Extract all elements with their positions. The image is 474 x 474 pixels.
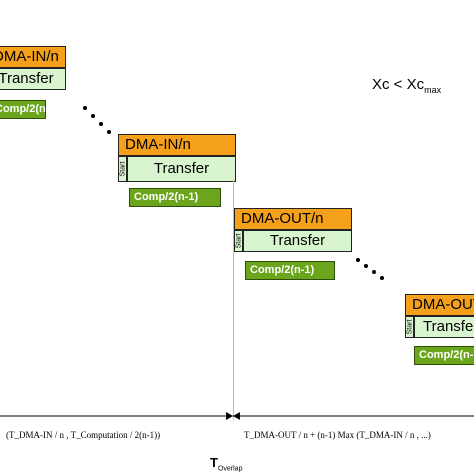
dma-out-box-3: DMA-OUT/n bbox=[234, 208, 352, 230]
connector-dot bbox=[356, 258, 360, 262]
connector-dot bbox=[364, 264, 368, 268]
dma-out-box-4: DMA-OUT/n bbox=[405, 294, 474, 316]
transfer-box-4: Transfer bbox=[414, 316, 474, 338]
condition-label: Xc < Xcmax bbox=[372, 76, 442, 95]
transfer-box-1: Transfer bbox=[0, 68, 66, 90]
start-box-3: Start bbox=[234, 230, 243, 252]
formula-right: T_DMA-OUT / n + (n-1) Max (T_DMA-IN / n … bbox=[244, 430, 431, 440]
overlap-divider-line bbox=[233, 180, 234, 420]
dma-in-box-1: DMA-IN/n bbox=[0, 46, 66, 68]
overlap-axis bbox=[0, 412, 474, 420]
comp-box-2: Comp/2(n-1) bbox=[129, 188, 221, 207]
connector-dot bbox=[372, 270, 376, 274]
comp-box-1: Comp/2(n-1) bbox=[0, 100, 59, 119]
dma-in-box-2: DMA-IN/n bbox=[118, 134, 236, 156]
start-box-2: Start bbox=[118, 156, 127, 182]
connector-dot bbox=[91, 114, 95, 118]
connector-dot bbox=[83, 106, 87, 110]
connector-dot bbox=[380, 276, 384, 280]
transfer-box-3: Transfer bbox=[243, 230, 352, 252]
connector-dot bbox=[99, 122, 103, 126]
connector-dot bbox=[107, 130, 111, 134]
t-overlap-label: TOverlap bbox=[210, 455, 243, 473]
comp-box-4: Comp/2(n-1) bbox=[414, 346, 474, 365]
transfer-box-2: Transfer bbox=[127, 156, 236, 182]
start-box-4: Start bbox=[405, 316, 414, 338]
formula-left: (T_DMA-IN / n , T_Computation / 2(n-1)) bbox=[6, 430, 161, 440]
comp-box-3: Comp/2(n-1) bbox=[245, 261, 335, 280]
